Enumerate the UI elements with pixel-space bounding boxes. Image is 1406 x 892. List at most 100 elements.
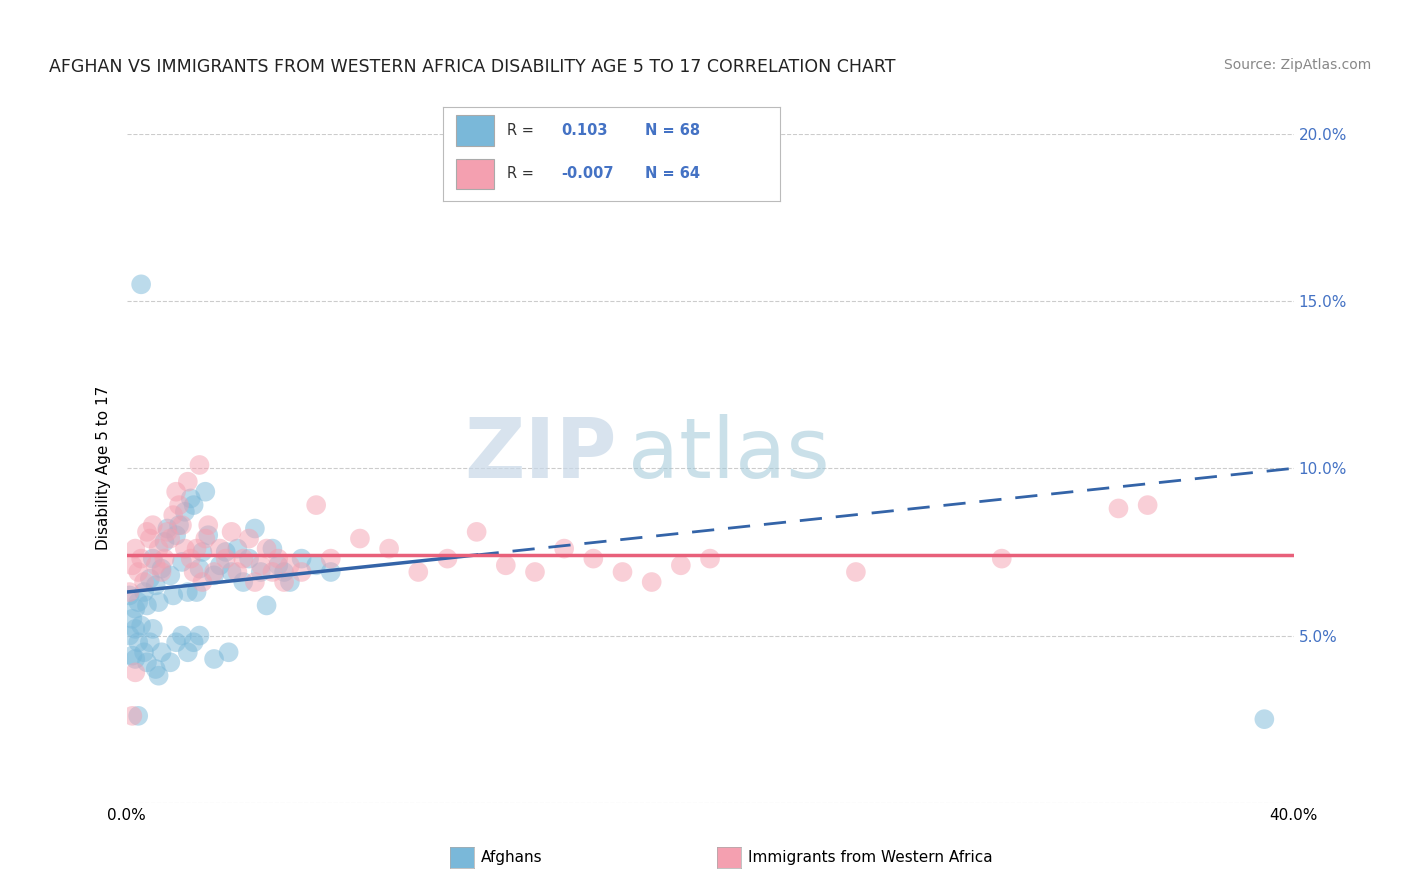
Point (215, 551, 238, 566)
Point (159, 532, 181, 546)
Point (221, 524, 243, 539)
Point (136, 655, 159, 669)
Point (249, 565, 271, 579)
Point (118, 589, 141, 603)
Point (194, 532, 217, 546)
Point (180, 551, 202, 566)
Point (124, 652, 146, 666)
Point (153, 551, 176, 566)
Point (273, 565, 295, 579)
Point (640, 575, 664, 590)
Point (524, 565, 547, 579)
Text: 0.103: 0.103 (561, 123, 607, 138)
Text: atlas: atlas (628, 415, 830, 495)
Point (1136, 498, 1159, 512)
FancyBboxPatch shape (457, 159, 494, 189)
Point (188, 458, 211, 472)
Point (170, 628, 193, 642)
Point (132, 645, 155, 659)
Point (145, 578, 167, 592)
Point (121, 558, 143, 573)
Point (148, 595, 170, 609)
Point (408, 565, 430, 579)
Point (262, 565, 284, 579)
Point (150, 565, 173, 579)
Point (465, 524, 488, 539)
Point (202, 568, 225, 582)
Point (129, 277, 152, 292)
Point (183, 565, 205, 579)
Point (243, 521, 266, 535)
Point (183, 635, 205, 649)
Point (1253, 712, 1275, 726)
Point (167, 518, 190, 533)
Point (553, 541, 575, 556)
Point (202, 652, 225, 666)
Point (127, 595, 149, 609)
Point (267, 558, 290, 573)
Point (267, 551, 290, 566)
Point (278, 558, 301, 573)
Point (145, 558, 167, 573)
Point (127, 565, 149, 579)
Point (256, 541, 278, 556)
Text: AFGHAN VS IMMIGRANTS FROM WESTERN AFRICA DISABILITY AGE 5 TO 17 CORRELATION CHAR: AFGHAN VS IMMIGRANTS FROM WESTERN AFRICA… (49, 58, 896, 76)
Point (121, 708, 143, 723)
Point (183, 498, 205, 512)
Text: N = 68: N = 68 (645, 123, 700, 138)
Point (127, 708, 149, 723)
Point (378, 541, 401, 556)
Point (165, 484, 187, 499)
Point (273, 575, 295, 590)
Point (159, 655, 181, 669)
Point (290, 551, 312, 566)
Point (243, 575, 266, 590)
Point (121, 648, 143, 663)
Text: R =: R = (508, 166, 534, 181)
Point (145, 662, 167, 676)
Point (165, 528, 187, 542)
Text: ZIP: ZIP (464, 415, 617, 495)
Point (699, 551, 721, 566)
Text: Afghans: Afghans (481, 850, 543, 864)
Text: Immigrants from Western Africa: Immigrants from Western Africa (748, 850, 993, 864)
Point (127, 635, 149, 649)
Point (845, 565, 868, 579)
Point (177, 475, 200, 489)
Point (124, 622, 146, 636)
Point (159, 568, 181, 582)
Point (191, 575, 214, 590)
Point (129, 551, 152, 566)
Point (148, 541, 170, 556)
Point (612, 565, 634, 579)
Point (319, 565, 342, 579)
Point (121, 612, 143, 626)
Y-axis label: Disability Age 5 to 17: Disability Age 5 to 17 (96, 386, 111, 550)
Point (177, 645, 200, 659)
Point (238, 532, 260, 546)
Point (221, 565, 243, 579)
Point (495, 558, 517, 573)
Point (142, 622, 165, 636)
Point (188, 628, 211, 642)
Point (174, 505, 197, 519)
Point (162, 589, 184, 603)
Point (582, 551, 605, 566)
FancyBboxPatch shape (457, 115, 494, 146)
Point (290, 565, 312, 579)
Point (174, 541, 197, 556)
Text: -0.007: -0.007 (561, 166, 613, 181)
Point (278, 575, 301, 590)
Point (136, 599, 159, 613)
Point (319, 551, 342, 566)
Point (142, 518, 165, 533)
Point (208, 541, 231, 556)
Point (165, 635, 187, 649)
Point (186, 585, 208, 599)
Point (349, 532, 371, 546)
Point (139, 532, 162, 546)
Point (139, 572, 162, 586)
Point (238, 551, 260, 566)
Point (142, 551, 165, 566)
Point (305, 558, 328, 573)
